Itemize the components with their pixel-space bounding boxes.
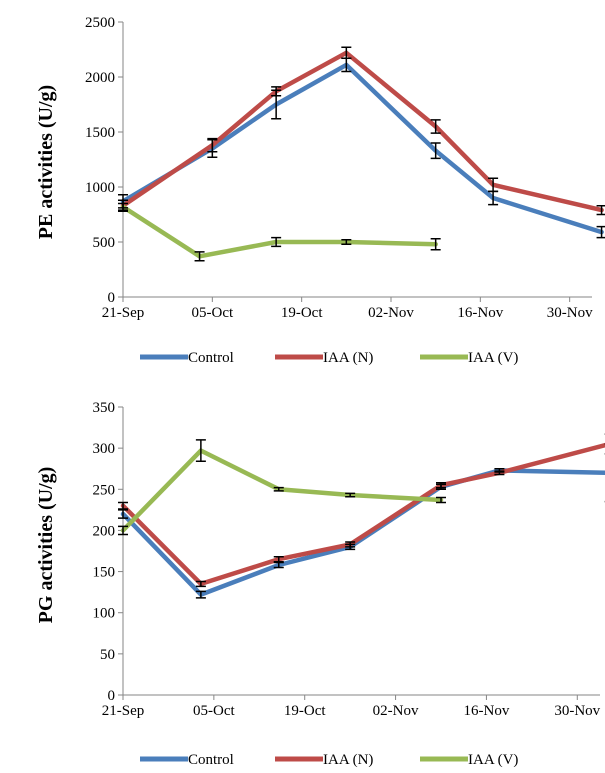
pg-series bbox=[120, 442, 605, 597]
pg-y-ticks: 0 50 100 150 200 250 300 350 bbox=[93, 400, 123, 704]
pe-y-tick-label: 2000 bbox=[85, 70, 115, 86]
pg-y-tick-label: 0 bbox=[108, 688, 116, 704]
pg-y-tick-label: 50 bbox=[100, 647, 115, 663]
pg-error-bar bbox=[436, 496, 446, 504]
pg-x-ticks: 21-Sep 05-Oct 19-Oct 02-Nov 16-Nov 30-Nov bbox=[102, 695, 601, 719]
pe-y-tick-label: 1000 bbox=[85, 180, 115, 196]
pe-x-tick-label: 16-Nov bbox=[457, 305, 503, 321]
pg-x-tick-label: 19-Oct bbox=[284, 703, 326, 719]
pe-x-ticks: 21-Sep 05-Oct 19-Oct 02-Nov 16-Nov 30-Nov bbox=[102, 297, 593, 321]
pg-x-tick-label: 16-Nov bbox=[464, 703, 510, 719]
pg-error-bar bbox=[273, 486, 284, 492]
pg-activity-chart: PG activities (U/g) 0 50 100 150 200 250 300 35… bbox=[35, 400, 605, 768]
pe-activity-chart: PE activities (U/g) 0 500 1000 1500 2000 2500… bbox=[35, 15, 605, 366]
pg-legend: Control IAA (N) IAA (V) bbox=[140, 752, 518, 768]
pg-y-tick-label: 300 bbox=[93, 441, 116, 457]
pg-y-axis-label: PG activities (U/g) bbox=[35, 467, 57, 624]
pe-error-bar bbox=[341, 239, 352, 245]
pe-legend-label: Control bbox=[188, 350, 234, 366]
pg-error-bar bbox=[118, 509, 128, 519]
pg-error-bar bbox=[118, 525, 128, 536]
pe-axes bbox=[122, 22, 592, 298]
pe-legend-label: IAA (N) bbox=[323, 350, 373, 366]
pg-error-bar bbox=[494, 470, 505, 476]
pe-y-axis-label: PE activities (U/g) bbox=[35, 85, 57, 239]
pe-error-bar bbox=[271, 236, 282, 248]
pe-error-bar bbox=[194, 251, 205, 262]
pe-error-bar bbox=[118, 202, 128, 211]
pg-series-line-1 bbox=[120, 442, 605, 587]
pe-y-tick-label: 0 bbox=[108, 290, 116, 306]
pe-error-bar bbox=[430, 142, 441, 160]
pe-x-tick-label: 21-Sep bbox=[102, 305, 145, 321]
pg-error-bar bbox=[273, 561, 284, 569]
pg-error-bar bbox=[273, 556, 284, 563]
pe-series-line-0 bbox=[120, 62, 604, 235]
pe-y-ticks: 0 500 1000 1500 2000 2500 bbox=[85, 15, 123, 306]
pg-error-bar bbox=[195, 580, 206, 588]
pe-error-bar bbox=[207, 137, 218, 153]
pe-series-line-1 bbox=[120, 50, 604, 213]
pg-legend-label: IAA (N) bbox=[323, 752, 373, 768]
pe-error-bar bbox=[430, 237, 441, 251]
pe-error-bar bbox=[271, 86, 282, 97]
pg-y-tick-label: 150 bbox=[93, 565, 116, 581]
pe-x-tick-label: 19-Oct bbox=[281, 305, 323, 321]
pe-x-tick-label: 05-Oct bbox=[192, 305, 234, 321]
pe-legend-label: IAA (V) bbox=[468, 350, 518, 366]
pe-series bbox=[120, 50, 604, 259]
pg-y-tick-label: 250 bbox=[93, 482, 116, 498]
pe-legend: Control IAA (N) IAA (V) bbox=[140, 350, 518, 366]
pg-error-bar bbox=[118, 501, 128, 510]
pg-y-tick-label: 350 bbox=[93, 400, 116, 416]
pe-error-bar bbox=[488, 177, 499, 193]
pg-y-tick-label: 100 bbox=[93, 606, 116, 622]
pg-x-tick-label: 21-Sep bbox=[102, 703, 145, 719]
pg-error-bar bbox=[195, 439, 206, 463]
pg-legend-label: Control bbox=[188, 752, 234, 768]
pg-y-tick-label: 200 bbox=[93, 523, 116, 539]
pe-error-bar bbox=[341, 46, 352, 60]
pe-y-tick-label: 500 bbox=[93, 235, 116, 251]
pg-x-tick-label: 02-Nov bbox=[373, 703, 419, 719]
pg-error-bar bbox=[345, 492, 356, 498]
pg-x-tick-label: 05-Oct bbox=[193, 703, 235, 719]
pg-error-bar bbox=[436, 481, 446, 489]
pg-error-bar bbox=[195, 590, 206, 599]
pe-error-bars bbox=[118, 46, 605, 262]
pg-error-bar bbox=[345, 541, 356, 548]
pe-x-tick-label: 02-Nov bbox=[368, 305, 414, 321]
pe-y-tick-label: 2500 bbox=[85, 15, 115, 31]
pg-x-tick-label: 30-Nov bbox=[554, 703, 600, 719]
pg-axes bbox=[122, 407, 600, 696]
pe-error-bar bbox=[430, 119, 441, 134]
pg-error-bars bbox=[118, 433, 605, 599]
pe-y-tick-label: 1500 bbox=[85, 125, 115, 141]
pe-x-tick-label: 30-Nov bbox=[547, 305, 593, 321]
pe-series-line-2 bbox=[120, 204, 438, 259]
pg-legend-label: IAA (V) bbox=[468, 752, 518, 768]
